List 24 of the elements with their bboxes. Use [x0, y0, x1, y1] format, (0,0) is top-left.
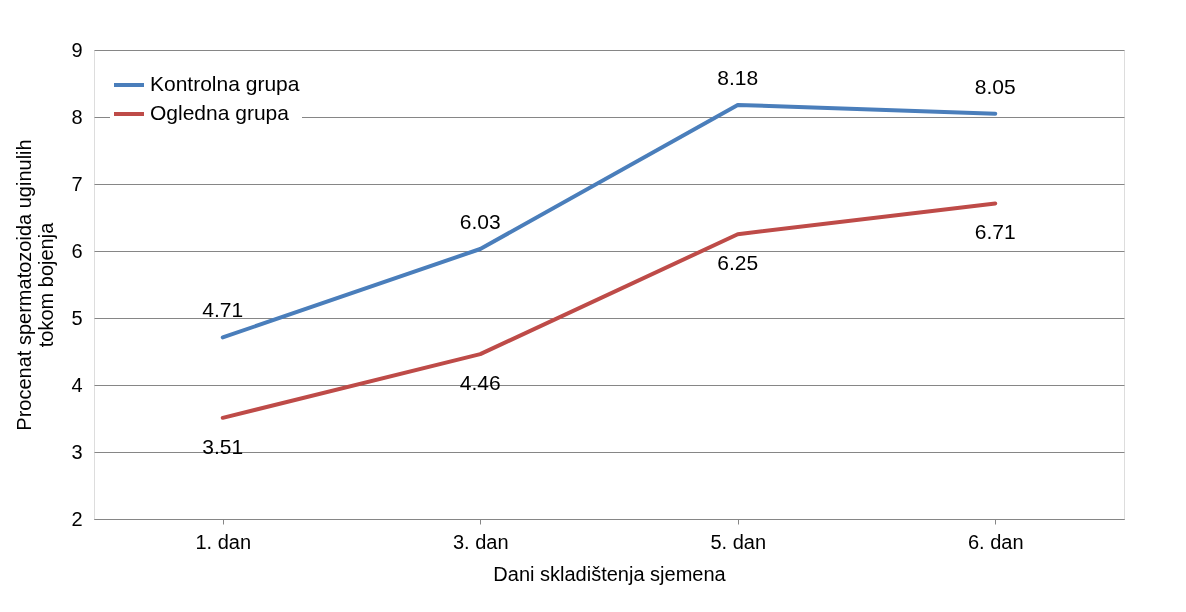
data-label: 6.25	[717, 251, 759, 275]
legend-label: Kontrolna grupa	[150, 72, 300, 95]
legend-label: Ogledna grupa	[150, 101, 290, 124]
data-label: 6.71	[974, 220, 1016, 244]
y-tick-label: 6	[71, 239, 83, 262]
y-tick-label: 3	[71, 440, 83, 463]
y-tick-label: 7	[71, 172, 83, 195]
x-tick-label: 6. dan	[967, 530, 1024, 553]
x-axis-title: Dani skladištenja sjemena	[493, 562, 727, 585]
x-tick-label: 5. dan	[710, 530, 767, 553]
data-label: 3.51	[202, 434, 244, 458]
data-label: 4.71	[202, 298, 244, 322]
data-label: 8.18	[717, 65, 759, 89]
data-label: 4.46	[459, 371, 501, 395]
data-label: 8.05	[974, 74, 1016, 98]
x-tick-label: 3. dan	[452, 530, 509, 553]
y-tick-label: 4	[71, 373, 83, 396]
x-tick-label: 1. dan	[195, 530, 252, 553]
y-axis-title: Procenat spermatozoida uginulih tokom bojenja	[13, 139, 58, 431]
y-tick-label: 5	[71, 306, 83, 329]
y-tick-label: 9	[71, 38, 83, 61]
y-tick-label: 8	[71, 105, 83, 128]
data-label: 6.03	[459, 209, 501, 233]
y-tick-label: 2	[71, 507, 83, 530]
